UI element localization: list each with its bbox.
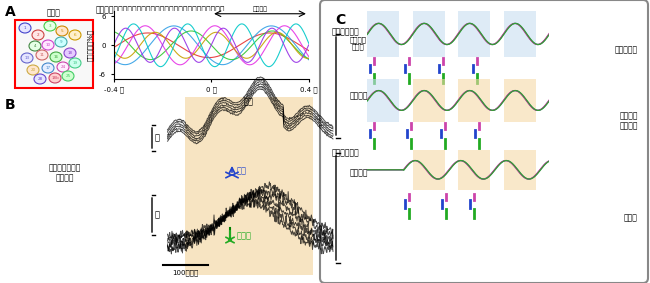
Bar [504, 11, 536, 57]
Ellipse shape [69, 58, 81, 68]
Text: 4: 4 [34, 44, 36, 48]
Ellipse shape [19, 23, 31, 33]
Text: C: C [335, 13, 345, 27]
Bar [185, 97, 313, 275]
Text: 25: 25 [66, 74, 71, 78]
Text: 発火の波：無: 発火の波：無 [332, 148, 359, 157]
Text: 匂い: 匂い [244, 97, 254, 106]
Y-axis label: 反応強度（%）: 反応強度（%） [87, 29, 94, 61]
Text: A: A [5, 5, 16, 19]
Ellipse shape [44, 21, 56, 31]
Bar [413, 11, 445, 57]
Ellipse shape [64, 48, 76, 58]
Text: 変化しない: 変化しない [615, 46, 638, 55]
Text: 機械刺激による
発火の波: 機械刺激による 発火の波 [49, 163, 81, 183]
Text: 匂い刺激: 匂い刺激 [350, 168, 369, 177]
Ellipse shape [36, 50, 48, 60]
Text: 不正確: 不正確 [237, 231, 252, 241]
Text: 9: 9 [60, 40, 62, 44]
Text: 5: 5 [60, 29, 63, 33]
Bar [504, 150, 536, 190]
Text: 有: 有 [155, 134, 160, 143]
Text: 16: 16 [53, 55, 58, 59]
Ellipse shape [21, 53, 33, 63]
Bar [367, 11, 399, 57]
Bar [458, 79, 490, 122]
Text: 17: 17 [46, 66, 51, 70]
Ellipse shape [62, 71, 74, 81]
Text: 発火の波：有: 発火の波：有 [332, 27, 359, 36]
Text: 正確: 正確 [237, 166, 247, 175]
Text: 24: 24 [60, 65, 66, 69]
Ellipse shape [49, 73, 61, 83]
Bar [367, 79, 399, 122]
Ellipse shape [69, 30, 81, 40]
Text: 6: 6 [73, 33, 76, 37]
Text: 呼吸速度
の変化: 呼吸速度 の変化 [350, 36, 367, 50]
Ellipse shape [32, 30, 44, 40]
Text: 呼吸に伴う「空気の流れ」が生じる、機械刺激による発火の波: 呼吸に伴う「空気の流れ」が生じる、機械刺激による発火の波 [96, 5, 225, 14]
Text: 無: 無 [155, 211, 160, 220]
Text: 2: 2 [36, 33, 39, 37]
Bar [15, 20, 93, 88]
Text: 13: 13 [25, 56, 29, 60]
Ellipse shape [50, 52, 62, 62]
Ellipse shape [27, 65, 39, 75]
Text: 10: 10 [46, 43, 51, 47]
Ellipse shape [57, 62, 69, 72]
Ellipse shape [56, 26, 68, 36]
Text: 28: 28 [38, 77, 43, 81]
Text: 100ミリ秒: 100ミリ秒 [172, 269, 198, 276]
Text: 変化する
（安定）: 変化する （安定） [619, 111, 638, 131]
Text: 18b: 18b [51, 76, 59, 80]
Bar [458, 11, 490, 57]
Text: 18: 18 [68, 51, 73, 55]
Text: 匂い刺激: 匂い刺激 [350, 91, 369, 100]
Text: 糸球体: 糸球体 [47, 8, 61, 17]
Text: 呼吸周期: 呼吸周期 [252, 7, 268, 12]
Ellipse shape [55, 37, 67, 47]
Text: 19: 19 [72, 61, 77, 65]
Ellipse shape [42, 63, 54, 73]
Bar [504, 79, 536, 122]
Text: 1: 1 [24, 26, 26, 30]
Bar [413, 79, 445, 122]
Text: 11: 11 [40, 53, 44, 57]
Text: 3: 3 [49, 24, 51, 28]
FancyBboxPatch shape [320, 0, 648, 283]
Text: 20: 20 [31, 68, 36, 72]
Bar [413, 150, 445, 190]
Text: B: B [5, 98, 16, 112]
Ellipse shape [42, 40, 54, 50]
Ellipse shape [34, 74, 46, 84]
Text: 不安定: 不安定 [624, 213, 638, 222]
Ellipse shape [29, 41, 41, 51]
Bar [458, 150, 490, 190]
